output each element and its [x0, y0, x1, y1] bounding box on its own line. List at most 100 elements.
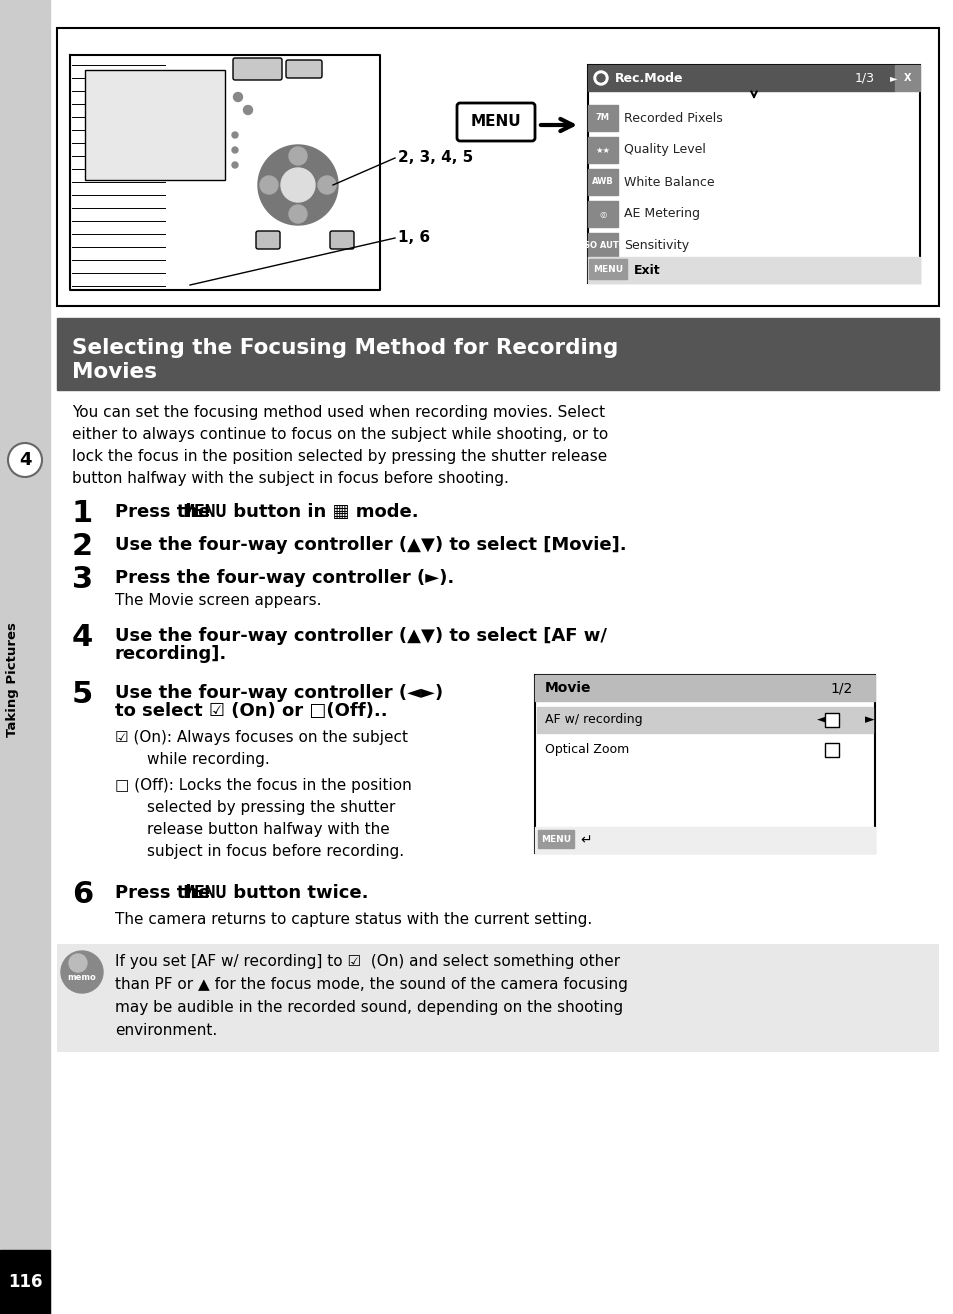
Circle shape [594, 71, 607, 85]
Text: 1, 6: 1, 6 [397, 230, 430, 246]
Bar [824, 714, 838, 727]
Bar [824, 742, 838, 757]
Text: Movie: Movie [544, 681, 591, 695]
Text: ★★: ★★ [595, 146, 610, 155]
Circle shape [289, 205, 307, 223]
Text: Use the four-way controller (◄►): Use the four-way controller (◄►) [115, 685, 442, 702]
Text: 7M: 7M [596, 113, 609, 122]
Text: ↵: ↵ [579, 833, 591, 848]
Text: The Movie screen appears.: The Movie screen appears. [115, 593, 321, 608]
Circle shape [232, 162, 237, 168]
Bar [587, 233, 618, 259]
Text: If you set [AF w/ recording] to ☑  (On) and select something other: If you set [AF w/ recording] to ☑ (On) a… [115, 954, 619, 968]
Text: Rec.Mode: Rec.Mode [615, 71, 682, 84]
Text: than PF or ▲ for the focus mode, the sound of the camera focusing: than PF or ▲ for the focus mode, the sou… [115, 978, 627, 992]
Text: □ (Off): Locks the focus in the position: □ (Off): Locks the focus in the position [115, 778, 412, 794]
Text: ISO AUTO: ISO AUTO [580, 242, 625, 251]
Text: button halfway with the subject in focus before shooting.: button halfway with the subject in focus… [71, 470, 508, 486]
Text: Press the: Press the [115, 884, 216, 901]
Bar [0, 0, 50, 1314]
Text: You can set the focusing method used when recording movies. Select: You can set the focusing method used whe… [71, 405, 604, 420]
Text: Sensitivity: Sensitivity [623, 239, 688, 252]
Text: Press the: Press the [115, 503, 216, 520]
Text: 116: 116 [8, 1273, 42, 1290]
Text: ►: ► [864, 714, 874, 727]
Text: 6: 6 [71, 880, 93, 909]
Bar [587, 105, 618, 131]
Bar [0, 1250, 50, 1314]
Text: MENU: MENU [183, 503, 226, 520]
FancyBboxPatch shape [255, 231, 280, 248]
Text: may be audible in the recorded sound, depending on the shooting: may be audible in the recorded sound, de… [115, 1000, 622, 1014]
Text: Recorded Pixels: Recorded Pixels [623, 112, 722, 125]
Text: AE Metering: AE Metering [623, 208, 700, 221]
Circle shape [289, 147, 307, 166]
Bar [587, 137, 618, 163]
Text: memo: memo [68, 974, 96, 983]
Text: either to always continue to focus on the subject while shooting, or to: either to always continue to focus on th… [71, 427, 608, 442]
Text: MENU: MENU [183, 884, 226, 901]
Text: while recording.: while recording. [147, 752, 270, 767]
Text: to select ☑ (On) or □(Off)..: to select ☑ (On) or □(Off).. [115, 702, 387, 720]
Text: environment.: environment. [115, 1024, 217, 1038]
Text: 1/3: 1/3 [854, 71, 874, 84]
Circle shape [257, 145, 337, 225]
Text: X: X [903, 74, 911, 83]
Circle shape [243, 105, 253, 114]
Text: Use the four-way controller (▲▼) to select [AF w/: Use the four-way controller (▲▼) to sele… [115, 627, 606, 645]
Text: Optical Zoom: Optical Zoom [544, 744, 629, 757]
Bar [535, 827, 874, 853]
Text: 1: 1 [71, 499, 93, 528]
Text: subject in focus before recording.: subject in focus before recording. [147, 844, 404, 859]
Bar [587, 170, 618, 194]
Circle shape [232, 147, 237, 152]
Bar [535, 675, 874, 700]
Circle shape [232, 131, 237, 138]
Text: Exit: Exit [634, 264, 659, 276]
Bar [537, 707, 872, 733]
Circle shape [69, 954, 87, 972]
Text: Use the four-way controller (▲▼) to select [Movie].: Use the four-way controller (▲▼) to sele… [115, 536, 626, 555]
FancyBboxPatch shape [233, 58, 282, 80]
Text: 2: 2 [71, 532, 93, 561]
FancyBboxPatch shape [456, 102, 535, 141]
Circle shape [597, 74, 604, 81]
Bar [57, 943, 938, 1053]
Bar [587, 201, 618, 227]
Bar [57, 318, 938, 390]
Text: 3: 3 [71, 565, 93, 594]
Text: Quality Level: Quality Level [623, 143, 705, 156]
Text: White Balance: White Balance [623, 176, 714, 188]
Text: selected by pressing the shutter: selected by pressing the shutter [147, 800, 395, 815]
Text: Movies: Movies [71, 361, 157, 382]
Text: Selecting the Focusing Method for Recording: Selecting the Focusing Method for Record… [71, 338, 618, 357]
Circle shape [260, 176, 277, 194]
Bar [587, 64, 894, 91]
Bar [587, 258, 919, 283]
Text: MENU: MENU [470, 114, 520, 130]
Text: 4: 4 [71, 623, 93, 652]
Text: Press the four-way controller (►).: Press the four-way controller (►). [115, 569, 454, 587]
Text: AWB: AWB [592, 177, 613, 187]
Circle shape [61, 951, 103, 993]
Text: recording].: recording]. [115, 645, 227, 664]
Circle shape [8, 443, 42, 477]
Text: lock the focus in the position selected by pressing the shutter release: lock the focus in the position selected … [71, 449, 607, 464]
Text: AF w/ recording: AF w/ recording [544, 714, 642, 727]
Circle shape [281, 168, 314, 202]
Text: ►: ► [889, 74, 897, 83]
Text: ☑ (On): Always focuses on the subject: ☑ (On): Always focuses on the subject [115, 731, 408, 745]
Bar [537, 830, 574, 848]
Text: ◎: ◎ [598, 209, 606, 218]
Circle shape [317, 176, 335, 194]
Text: Taking Pictures: Taking Pictures [7, 623, 19, 737]
Bar [85, 70, 225, 180]
Bar [894, 64, 919, 91]
FancyBboxPatch shape [286, 60, 322, 78]
FancyBboxPatch shape [330, 231, 354, 248]
Bar [587, 64, 919, 283]
Text: MENU: MENU [540, 834, 571, 844]
Text: 1/2: 1/2 [829, 681, 851, 695]
Text: button in ▦ mode.: button in ▦ mode. [227, 503, 418, 520]
Bar [57, 28, 938, 306]
